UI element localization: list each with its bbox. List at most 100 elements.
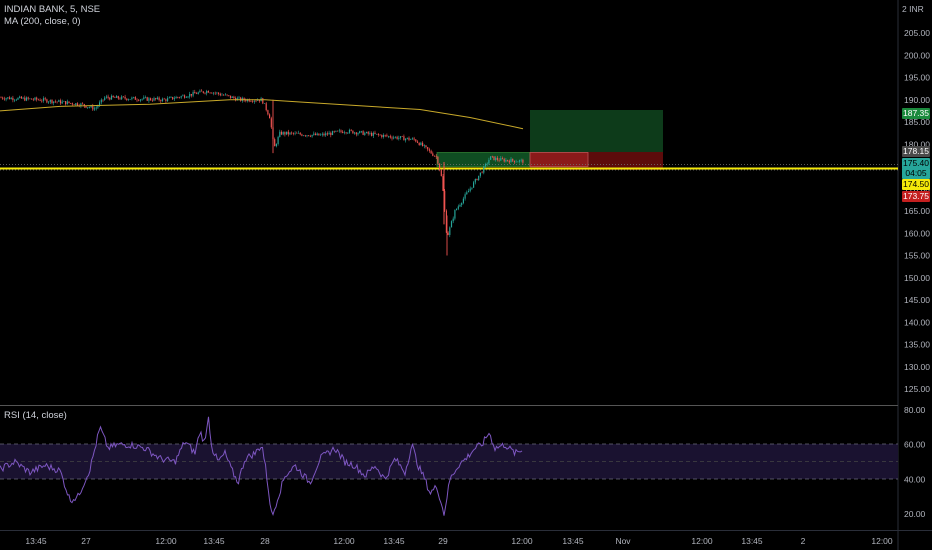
candle-body: [406, 137, 408, 139]
candle-body: [180, 96, 182, 98]
long-position-profit-zone[interactable]: [530, 110, 663, 152]
rsi-axis[interactable]: 80.00 60.00 40.00 20.00: [904, 405, 926, 519]
price-tick-label: 145.00: [904, 295, 930, 305]
candle-body: [235, 98, 237, 101]
candlestick-series[interactable]: [0, 89, 524, 256]
candle-body: [42, 98, 45, 101]
candle-body: [185, 97, 187, 98]
candle-body: [335, 130, 337, 132]
candle-body: [325, 133, 327, 136]
candle-body: [432, 153, 434, 156]
candle-body: [466, 192, 468, 195]
candle-body: [201, 90, 203, 92]
candle-body: [59, 100, 62, 104]
candle-body: [330, 132, 332, 136]
candle-body: [486, 163, 488, 165]
candle-body: [508, 160, 510, 163]
candle-body: [253, 100, 255, 102]
candle-body: [301, 134, 303, 136]
candle-body: [277, 137, 279, 144]
candle-body: [498, 159, 500, 161]
candle-body: [320, 134, 322, 136]
rsi-tick-label: 80.00: [904, 405, 926, 415]
rsi-line[interactable]: [0, 416, 523, 516]
candle-body: [418, 142, 420, 146]
candle-body: [195, 93, 198, 94]
candle-body: [36, 97, 38, 100]
candle-body: [7, 97, 9, 99]
candle-body: [8, 97, 11, 100]
candle-body: [226, 94, 228, 96]
price-tick-label: 205.00: [904, 28, 930, 38]
candle-body: [369, 133, 371, 134]
candle-body: [340, 130, 342, 132]
candle-body: [311, 134, 313, 137]
candle-body: [255, 100, 257, 102]
candle-body: [182, 95, 184, 97]
candle-body: [95, 107, 97, 109]
candle-body: [172, 96, 174, 100]
time-tick-label: 28: [260, 536, 270, 546]
candle-body: [343, 132, 345, 134]
candle-body: [515, 161, 517, 163]
candle-body: [505, 159, 507, 162]
price-tick-label: 125.00: [904, 384, 930, 394]
candle-body: [224, 94, 226, 96]
candle-body: [20, 96, 22, 99]
candle-body: [102, 99, 104, 101]
symbol-legend[interactable]: INDIAN BANK, 5, NSE: [4, 4, 101, 15]
candle-body: [270, 118, 272, 128]
candle-body: [88, 107, 90, 108]
candle-body: [238, 97, 240, 99]
price-tick-label: 150.00: [904, 273, 930, 283]
candle-body: [478, 175, 480, 181]
candle-body: [377, 133, 379, 135]
rsi-legend[interactable]: RSI (14, close): [4, 410, 67, 421]
candle-body: [338, 130, 340, 132]
candle-body: [151, 100, 153, 101]
position-entry-box-red[interactable]: [529, 152, 589, 167]
currency-label[interactable]: 2 INR: [902, 4, 924, 14]
candle-body: [296, 132, 298, 134]
candle-body: [100, 99, 102, 103]
candle-body: [233, 96, 235, 99]
candle-body: [512, 158, 514, 161]
time-tick-label: 27: [81, 536, 91, 546]
candle-body: [114, 97, 116, 98]
candle-body: [520, 159, 522, 161]
candle-body: [484, 163, 487, 167]
candle-body: [3, 98, 5, 100]
candle-body: [167, 98, 169, 101]
candle-body: [367, 131, 369, 134]
rsi-tick-label: 60.00: [904, 440, 926, 450]
candle-body: [483, 166, 485, 173]
time-axis[interactable]: 13:45 27 12:00 13:45 28 12:00 13:45 29 12:00 13:4…: [25, 536, 893, 546]
candle-body: [291, 132, 293, 134]
candle-body: [289, 132, 291, 135]
last-price-tag: 175.40: [902, 158, 930, 169]
ma-legend[interactable]: MA (200, close, 0): [4, 16, 81, 27]
candle-body: [314, 133, 317, 136]
symbol-interval: 5: [70, 4, 76, 15]
price-axis[interactable]: 205.00200.00195.00190.00185.00180.00170.…: [904, 28, 930, 394]
ma-line[interactable]: [0, 99, 524, 130]
price-tick-label: 185.00: [904, 117, 930, 127]
candle-body: [318, 133, 320, 136]
candle-body: [321, 133, 323, 135]
candle-body: [190, 93, 192, 96]
candle-body: [160, 100, 162, 102]
candle-body: [37, 99, 39, 101]
candle-body: [112, 95, 114, 98]
candle-body: [398, 137, 400, 139]
stop-price-tag: 173.75: [902, 191, 930, 202]
candle-body: [177, 96, 179, 98]
candle-body: [97, 105, 99, 108]
candle-body: [476, 179, 478, 181]
candle-body: [136, 99, 138, 101]
time-tick-label: 13:45: [383, 536, 405, 546]
candle-body: [178, 97, 181, 98]
candle-body: [345, 132, 347, 134]
candle-body: [430, 150, 432, 154]
